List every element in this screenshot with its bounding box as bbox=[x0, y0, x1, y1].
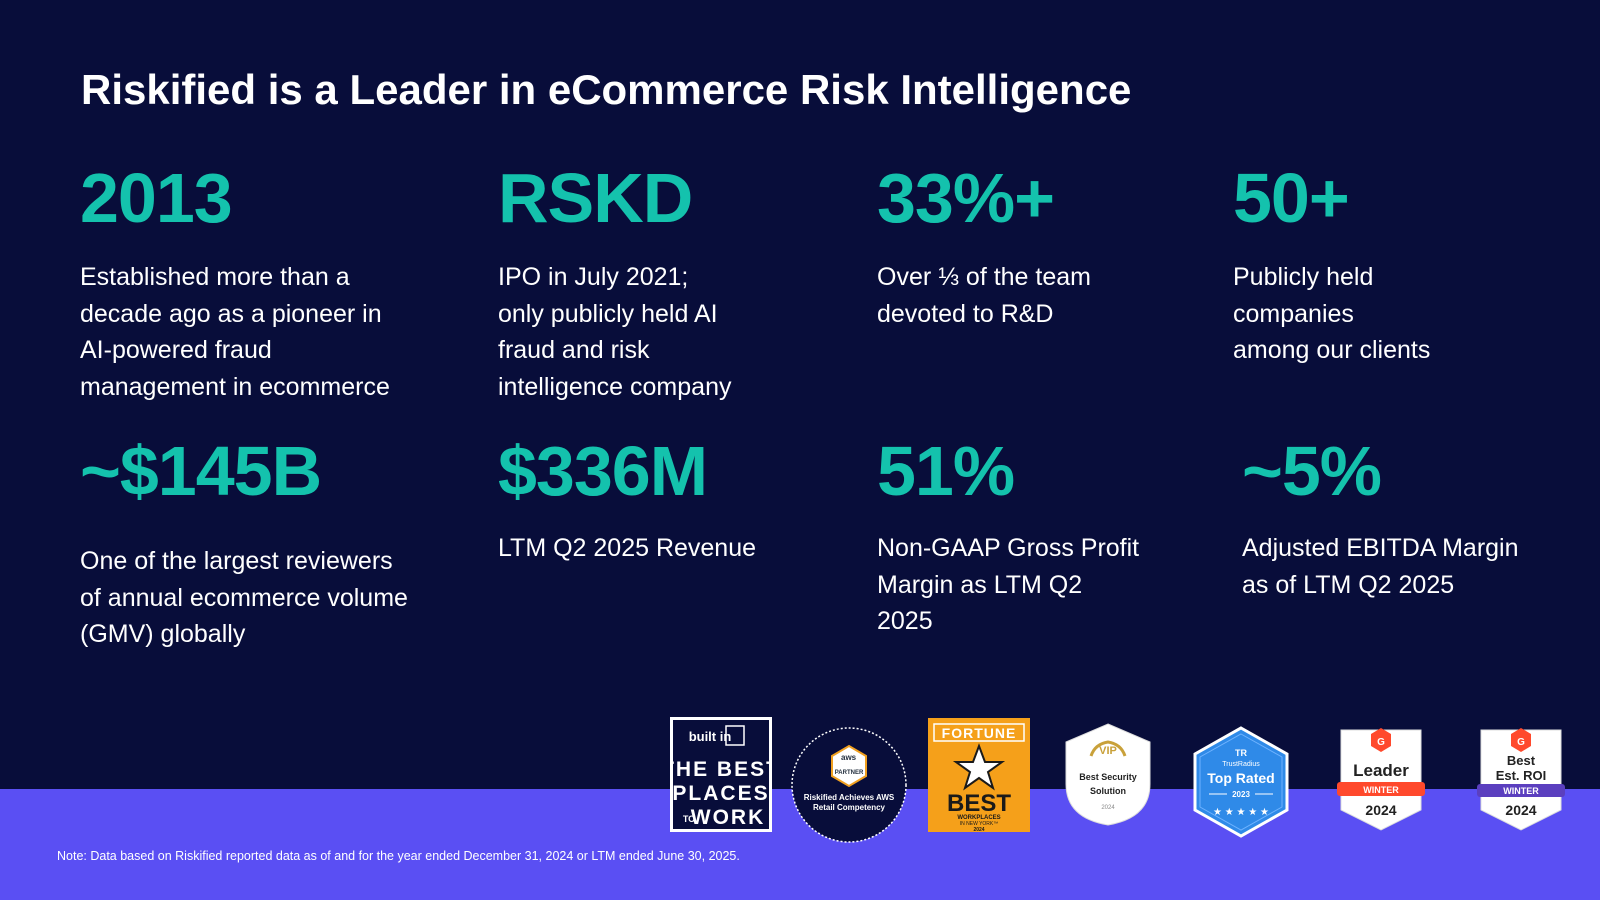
svg-text:G: G bbox=[1377, 737, 1385, 748]
stat-value: 51% bbox=[877, 432, 1015, 510]
stat-value: 33%+ bbox=[877, 159, 1055, 237]
stat-founded: 2013 Established more than a decade ago … bbox=[80, 163, 390, 405]
g2-best-roi-badge: G Best Est. ROI WINTER 2024 bbox=[1477, 726, 1565, 834]
svg-text:WINTER: WINTER bbox=[1503, 786, 1539, 796]
svg-text:Solution: Solution bbox=[1090, 786, 1126, 796]
svg-text:PARTNER: PARTNER bbox=[835, 770, 864, 776]
stat-gmv: ~$145B One of the largest reviewers of a… bbox=[80, 436, 408, 653]
trustradius-top-rated-badge: TR TrustRadius Top Rated 2023 ★ ★ ★ ★ ★ bbox=[1192, 726, 1290, 838]
fortune-best-workplaces-badge: FORTUNE BEST WORKPLACES IN NEW YORK™ 202… bbox=[928, 718, 1030, 832]
svg-text:TO: TO bbox=[683, 814, 695, 824]
stat-value: ~5% bbox=[1242, 432, 1382, 510]
svg-text:VIP: VIP bbox=[1099, 745, 1117, 757]
stat-gross-margin: 51% Non-GAAP Gross Profit Margin as LTM … bbox=[877, 436, 1139, 640]
svg-text:TrustRadius: TrustRadius bbox=[1222, 761, 1260, 768]
svg-text:G: G bbox=[1517, 737, 1525, 748]
builtin-best-places-badge: built in THE BEST PLACES TO WORK bbox=[670, 717, 772, 832]
svg-text:Best: Best bbox=[1507, 753, 1536, 768]
star-icon bbox=[952, 743, 1006, 791]
svg-text:Top Rated: Top Rated bbox=[1207, 770, 1274, 786]
stat-rnd-share: 33%+ Over ⅓ of the team devoted to R&D bbox=[877, 163, 1091, 332]
svg-text:2024: 2024 bbox=[1365, 802, 1396, 818]
svg-text:built in: built in bbox=[689, 729, 732, 744]
laurel-icon bbox=[1089, 740, 1127, 757]
svg-text:2024: 2024 bbox=[1505, 802, 1536, 818]
g2-logo-icon bbox=[1371, 728, 1391, 752]
stat-value: 2013 bbox=[80, 159, 233, 237]
stars-icon: ★ ★ ★ ★ ★ bbox=[1213, 807, 1269, 818]
svg-text:Leader: Leader bbox=[1353, 761, 1409, 780]
stat-revenue: $336M LTM Q2 2025 Revenue bbox=[498, 436, 756, 567]
svg-text:WINTER: WINTER bbox=[1363, 785, 1399, 795]
stat-description: One of the largest reviewers of annual e… bbox=[80, 547, 408, 648]
stat-ticker: RSKD IPO in July 2021; only publicly hel… bbox=[498, 163, 731, 405]
stat-description: LTM Q2 2025 Revenue bbox=[498, 534, 757, 562]
stat-description: Non-GAAP Gross Profit Margin as LTM Q2 2… bbox=[877, 534, 1140, 635]
svg-text:aws: aws bbox=[841, 753, 857, 762]
stat-description: Adjusted EBITDA Margin as of LTM Q2 2025 bbox=[1242, 534, 1519, 599]
svg-text:THE BEST: THE BEST bbox=[670, 758, 772, 781]
vip-best-security-badge: VIP Best Security Solution 2024 bbox=[1063, 722, 1153, 827]
stat-public-clients: 50+ Publicly held companies among our cl… bbox=[1233, 163, 1430, 369]
svg-text:2024: 2024 bbox=[973, 827, 984, 832]
page-title: Riskified is a Leader in eCommerce Risk … bbox=[81, 66, 1132, 113]
g2-leader-badge: G Leader WINTER 2024 bbox=[1337, 726, 1425, 834]
svg-text:WORK: WORK bbox=[691, 806, 766, 829]
svg-text:TR: TR bbox=[1235, 748, 1247, 758]
stat-description: Established more than a decade ago as a … bbox=[80, 263, 390, 401]
footnote: Note: Data based on Riskified reported d… bbox=[57, 849, 740, 863]
svg-text:Riskified Achieves AWS: Riskified Achieves AWS bbox=[804, 793, 895, 802]
svg-text:Est. ROI: Est. ROI bbox=[1496, 768, 1547, 783]
svg-text:BEST: BEST bbox=[947, 790, 1011, 817]
stat-description: IPO in July 2021; only publicly held AI … bbox=[498, 263, 732, 401]
svg-text:2023: 2023 bbox=[1232, 790, 1250, 799]
svg-text:IN NEW YORK™: IN NEW YORK™ bbox=[960, 821, 999, 827]
stat-value: RSKD bbox=[498, 159, 693, 237]
g2-logo-icon bbox=[1511, 728, 1531, 752]
svg-text:Retail Competency: Retail Competency bbox=[813, 803, 886, 812]
svg-text:FORTUNE: FORTUNE bbox=[942, 725, 1017, 741]
stat-ebitda-margin: ~5% Adjusted EBITDA Margin as of LTM Q2 … bbox=[1242, 436, 1519, 603]
stat-description: Publicly held companies among our client… bbox=[1233, 263, 1431, 364]
aws-retail-competency-badge: aws PARTNER Riskified Achieves AWS Retai… bbox=[790, 726, 908, 844]
svg-text:WORKPLACES: WORKPLACES bbox=[957, 815, 1000, 821]
stat-description: Over ⅓ of the team devoted to R&D bbox=[877, 263, 1091, 328]
svg-text:Best Security: Best Security bbox=[1079, 772, 1137, 782]
svg-text:2024: 2024 bbox=[1101, 805, 1115, 811]
svg-text:PLACES: PLACES bbox=[672, 782, 769, 805]
stat-value: ~$145B bbox=[80, 432, 322, 510]
stat-value: $336M bbox=[498, 432, 708, 510]
stat-value: 50+ bbox=[1233, 159, 1350, 237]
